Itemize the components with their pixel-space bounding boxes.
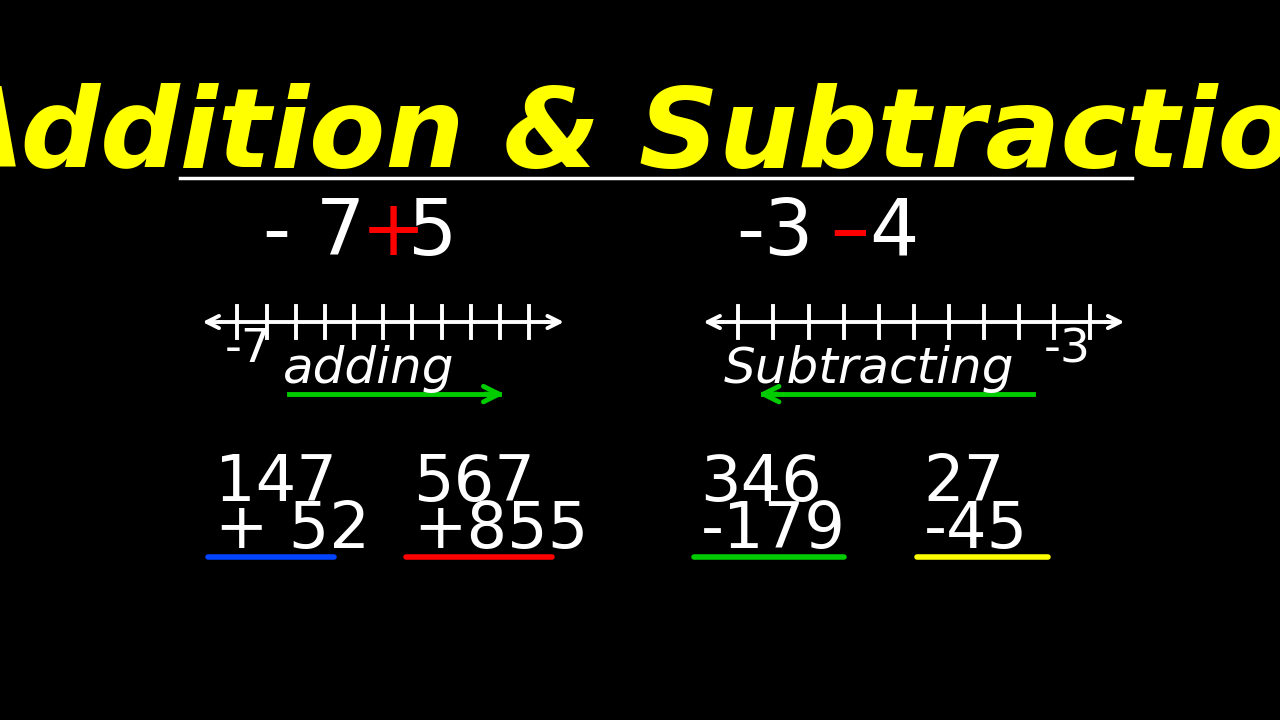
Text: -45: -45 [924,499,1028,561]
Text: +: + [361,195,426,271]
Text: Addition & Subtraction: Addition & Subtraction [0,83,1280,190]
Text: +855: +855 [413,499,589,561]
Text: - 7: - 7 [262,195,365,271]
Text: -179: -179 [700,499,846,561]
Text: 147: 147 [215,451,337,514]
Text: adding: adding [283,345,454,393]
Text: 346: 346 [700,451,823,514]
Text: -3: -3 [736,195,814,271]
Text: –: – [829,195,869,271]
Text: Subtracting: Subtracting [724,345,1015,393]
Text: -7: -7 [224,327,271,372]
Text: -3: -3 [1044,327,1091,372]
Text: 567: 567 [413,451,535,514]
Text: 27: 27 [924,451,1005,514]
Text: 5: 5 [408,195,457,271]
Text: 4: 4 [869,195,919,271]
Text: + 52: + 52 [215,499,370,561]
